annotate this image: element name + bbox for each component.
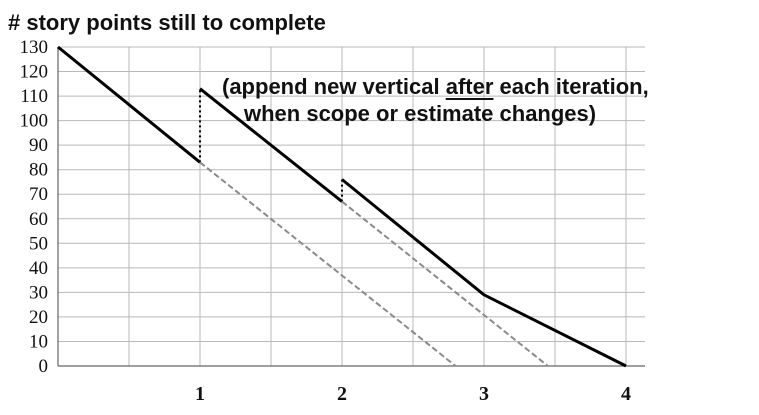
y-tick-label-130: 130 [20,37,49,58]
y-tick-label-60: 60 [29,209,48,230]
annotation-line-1-text: (append new vertical after each iteratio… [222,74,649,99]
projection-line-6 [341,200,549,367]
y-tick-label-40: 40 [29,258,48,279]
projection-line-5 [199,161,457,367]
x-tick-label-2: 2 [337,383,347,405]
annotation-line-1: (append new vertical after each iteratio… [222,74,649,99]
series-lines [57,45,627,368]
y-tick-label-120: 120 [20,62,49,83]
y-tick-label-10: 10 [29,331,48,352]
y-tick-label-80: 80 [29,160,48,181]
x-axis-ticks: 1 2 3 4 [195,383,631,405]
y-tick-label-110: 110 [20,86,48,107]
y-tick-label-30: 30 [29,282,48,303]
y-tick-label-20: 20 [29,307,48,328]
burndown-line-1 [199,87,343,203]
x-tick-label-4: 4 [621,383,631,405]
burndown-line-0 [57,45,201,164]
y-tick-label-90: 90 [29,135,48,156]
y-tick-label-0: 0 [39,356,49,377]
y-axis-ticks: 0 10 20 30 40 50 60 70 80 90 100 110 120 130 [20,37,49,377]
y-tick-label-50: 50 [29,233,48,254]
chart-title: # story points still to complete [8,10,326,35]
annotation-line-2: when scope or estimate changes) [243,101,596,126]
y-tick-label-70: 70 [29,184,48,205]
x-tick-label-1: 1 [195,383,205,405]
x-tick-label-3: 3 [479,383,489,405]
y-tick-label-100: 100 [20,111,49,132]
grid [57,46,645,367]
